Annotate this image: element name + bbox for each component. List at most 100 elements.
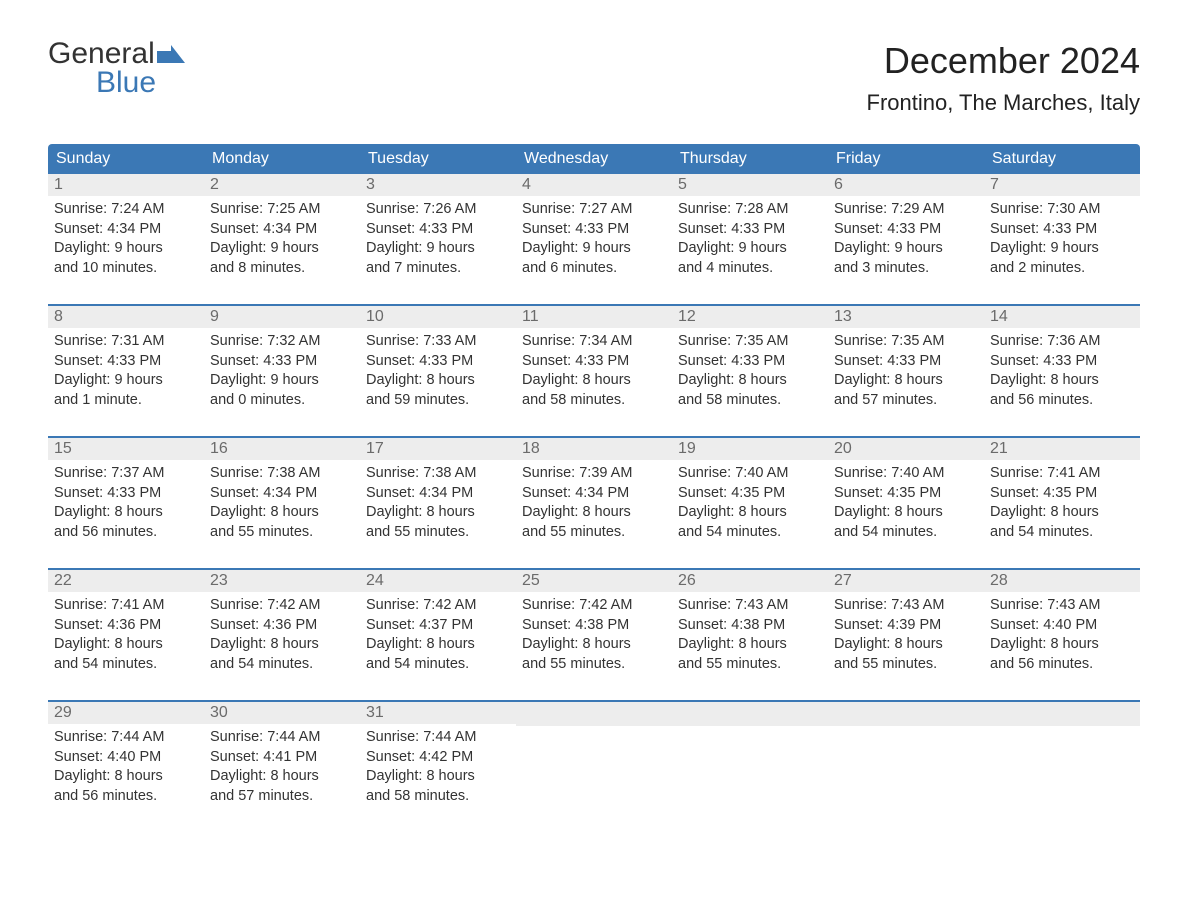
day-number: 15	[48, 438, 204, 460]
day-cell: 15Sunrise: 7:37 AMSunset: 4:33 PMDayligh…	[48, 438, 204, 550]
day-cell: 3Sunrise: 7:26 AMSunset: 4:33 PMDaylight…	[360, 174, 516, 286]
day-cell: 18Sunrise: 7:39 AMSunset: 4:34 PMDayligh…	[516, 438, 672, 550]
daylight-line-2: and 57 minutes.	[210, 787, 354, 807]
daylight-line-1: Daylight: 8 hours	[522, 371, 666, 391]
week-row: 1Sunrise: 7:24 AMSunset: 4:34 PMDaylight…	[48, 174, 1140, 286]
daylight-line-2: and 3 minutes.	[834, 259, 978, 279]
daylight-line-1: Daylight: 9 hours	[210, 239, 354, 259]
day-cell: 7Sunrise: 7:30 AMSunset: 4:33 PMDaylight…	[984, 174, 1140, 286]
daylight-line-2: and 55 minutes.	[522, 655, 666, 675]
day-body: Sunrise: 7:25 AMSunset: 4:34 PMDaylight:…	[204, 196, 360, 284]
day-body: Sunrise: 7:30 AMSunset: 4:33 PMDaylight:…	[984, 196, 1140, 284]
daylight-line-1: Daylight: 8 hours	[522, 503, 666, 523]
weekday-header-cell: Friday	[828, 144, 984, 174]
day-body: Sunrise: 7:27 AMSunset: 4:33 PMDaylight:…	[516, 196, 672, 284]
sunrise-line: Sunrise: 7:39 AM	[522, 464, 666, 484]
day-number: 22	[48, 570, 204, 592]
sunrise-line: Sunrise: 7:37 AM	[54, 464, 198, 484]
day-number: 25	[516, 570, 672, 592]
daylight-line-1: Daylight: 8 hours	[54, 503, 198, 523]
day-number: 4	[516, 174, 672, 196]
weekday-header-cell: Wednesday	[516, 144, 672, 174]
sunset-line: Sunset: 4:33 PM	[522, 220, 666, 240]
sunrise-line: Sunrise: 7:34 AM	[522, 332, 666, 352]
empty-day-number	[984, 702, 1140, 726]
day-number: 2	[204, 174, 360, 196]
daylight-line-2: and 57 minutes.	[834, 391, 978, 411]
sunset-line: Sunset: 4:33 PM	[678, 352, 822, 372]
daylight-line-1: Daylight: 8 hours	[366, 371, 510, 391]
daylight-line-1: Daylight: 8 hours	[834, 635, 978, 655]
daylight-line-2: and 55 minutes.	[522, 523, 666, 543]
day-cell: 27Sunrise: 7:43 AMSunset: 4:39 PMDayligh…	[828, 570, 984, 682]
location: Frontino, The Marches, Italy	[867, 90, 1141, 116]
day-cell	[984, 702, 1140, 814]
sunrise-line: Sunrise: 7:27 AM	[522, 200, 666, 220]
week-row: 29Sunrise: 7:44 AMSunset: 4:40 PMDayligh…	[48, 700, 1140, 814]
sunset-line: Sunset: 4:36 PM	[210, 616, 354, 636]
day-number: 11	[516, 306, 672, 328]
daylight-line-1: Daylight: 8 hours	[366, 503, 510, 523]
daylight-line-2: and 4 minutes.	[678, 259, 822, 279]
daylight-line-2: and 59 minutes.	[366, 391, 510, 411]
daylight-line-2: and 1 minute.	[54, 391, 198, 411]
day-cell: 21Sunrise: 7:41 AMSunset: 4:35 PMDayligh…	[984, 438, 1140, 550]
day-number: 6	[828, 174, 984, 196]
day-number: 31	[360, 702, 516, 724]
empty-day-number	[828, 702, 984, 726]
calendar-weeks: 1Sunrise: 7:24 AMSunset: 4:34 PMDaylight…	[48, 174, 1140, 814]
sunset-line: Sunset: 4:33 PM	[54, 352, 198, 372]
day-body: Sunrise: 7:42 AMSunset: 4:36 PMDaylight:…	[204, 592, 360, 680]
title-block: December 2024 Frontino, The Marches, Ita…	[867, 40, 1141, 116]
daylight-line-2: and 56 minutes.	[990, 655, 1134, 675]
sunrise-line: Sunrise: 7:35 AM	[834, 332, 978, 352]
sunset-line: Sunset: 4:41 PM	[210, 748, 354, 768]
daylight-line-2: and 54 minutes.	[54, 655, 198, 675]
daylight-line-1: Daylight: 9 hours	[522, 239, 666, 259]
daylight-line-1: Daylight: 8 hours	[366, 635, 510, 655]
daylight-line-1: Daylight: 8 hours	[210, 503, 354, 523]
day-cell: 20Sunrise: 7:40 AMSunset: 4:35 PMDayligh…	[828, 438, 984, 550]
day-number: 26	[672, 570, 828, 592]
daylight-line-2: and 54 minutes.	[366, 655, 510, 675]
day-number: 7	[984, 174, 1140, 196]
logo: General Blue	[48, 40, 185, 97]
sunrise-line: Sunrise: 7:42 AM	[522, 596, 666, 616]
sunset-line: Sunset: 4:34 PM	[522, 484, 666, 504]
sunset-line: Sunset: 4:35 PM	[678, 484, 822, 504]
day-cell: 26Sunrise: 7:43 AMSunset: 4:38 PMDayligh…	[672, 570, 828, 682]
day-body: Sunrise: 7:40 AMSunset: 4:35 PMDaylight:…	[672, 460, 828, 548]
day-body: Sunrise: 7:41 AMSunset: 4:35 PMDaylight:…	[984, 460, 1140, 548]
day-body: Sunrise: 7:28 AMSunset: 4:33 PMDaylight:…	[672, 196, 828, 284]
day-body: Sunrise: 7:29 AMSunset: 4:33 PMDaylight:…	[828, 196, 984, 284]
daylight-line-1: Daylight: 8 hours	[678, 635, 822, 655]
day-body: Sunrise: 7:39 AMSunset: 4:34 PMDaylight:…	[516, 460, 672, 548]
daylight-line-2: and 7 minutes.	[366, 259, 510, 279]
sunset-line: Sunset: 4:35 PM	[990, 484, 1134, 504]
sunrise-line: Sunrise: 7:40 AM	[678, 464, 822, 484]
logo-word-2: Blue	[48, 69, 185, 98]
daylight-line-2: and 56 minutes.	[54, 787, 198, 807]
daylight-line-2: and 56 minutes.	[54, 523, 198, 543]
calendar: SundayMondayTuesdayWednesdayThursdayFrid…	[48, 144, 1140, 814]
daylight-line-1: Daylight: 8 hours	[522, 635, 666, 655]
daylight-line-2: and 58 minutes.	[522, 391, 666, 411]
daylight-line-2: and 2 minutes.	[990, 259, 1134, 279]
day-body: Sunrise: 7:42 AMSunset: 4:38 PMDaylight:…	[516, 592, 672, 680]
day-number: 16	[204, 438, 360, 460]
sunrise-line: Sunrise: 7:40 AM	[834, 464, 978, 484]
day-body: Sunrise: 7:44 AMSunset: 4:42 PMDaylight:…	[360, 724, 516, 812]
daylight-line-2: and 54 minutes.	[834, 523, 978, 543]
day-body: Sunrise: 7:34 AMSunset: 4:33 PMDaylight:…	[516, 328, 672, 416]
sunrise-line: Sunrise: 7:43 AM	[990, 596, 1134, 616]
daylight-line-1: Daylight: 9 hours	[54, 371, 198, 391]
week-row: 15Sunrise: 7:37 AMSunset: 4:33 PMDayligh…	[48, 436, 1140, 550]
month-title: December 2024	[867, 40, 1141, 82]
daylight-line-1: Daylight: 8 hours	[834, 503, 978, 523]
daylight-line-2: and 58 minutes.	[366, 787, 510, 807]
daylight-line-1: Daylight: 8 hours	[54, 635, 198, 655]
day-number: 17	[360, 438, 516, 460]
day-body: Sunrise: 7:38 AMSunset: 4:34 PMDaylight:…	[360, 460, 516, 548]
day-cell: 29Sunrise: 7:44 AMSunset: 4:40 PMDayligh…	[48, 702, 204, 814]
day-body: Sunrise: 7:43 AMSunset: 4:40 PMDaylight:…	[984, 592, 1140, 680]
